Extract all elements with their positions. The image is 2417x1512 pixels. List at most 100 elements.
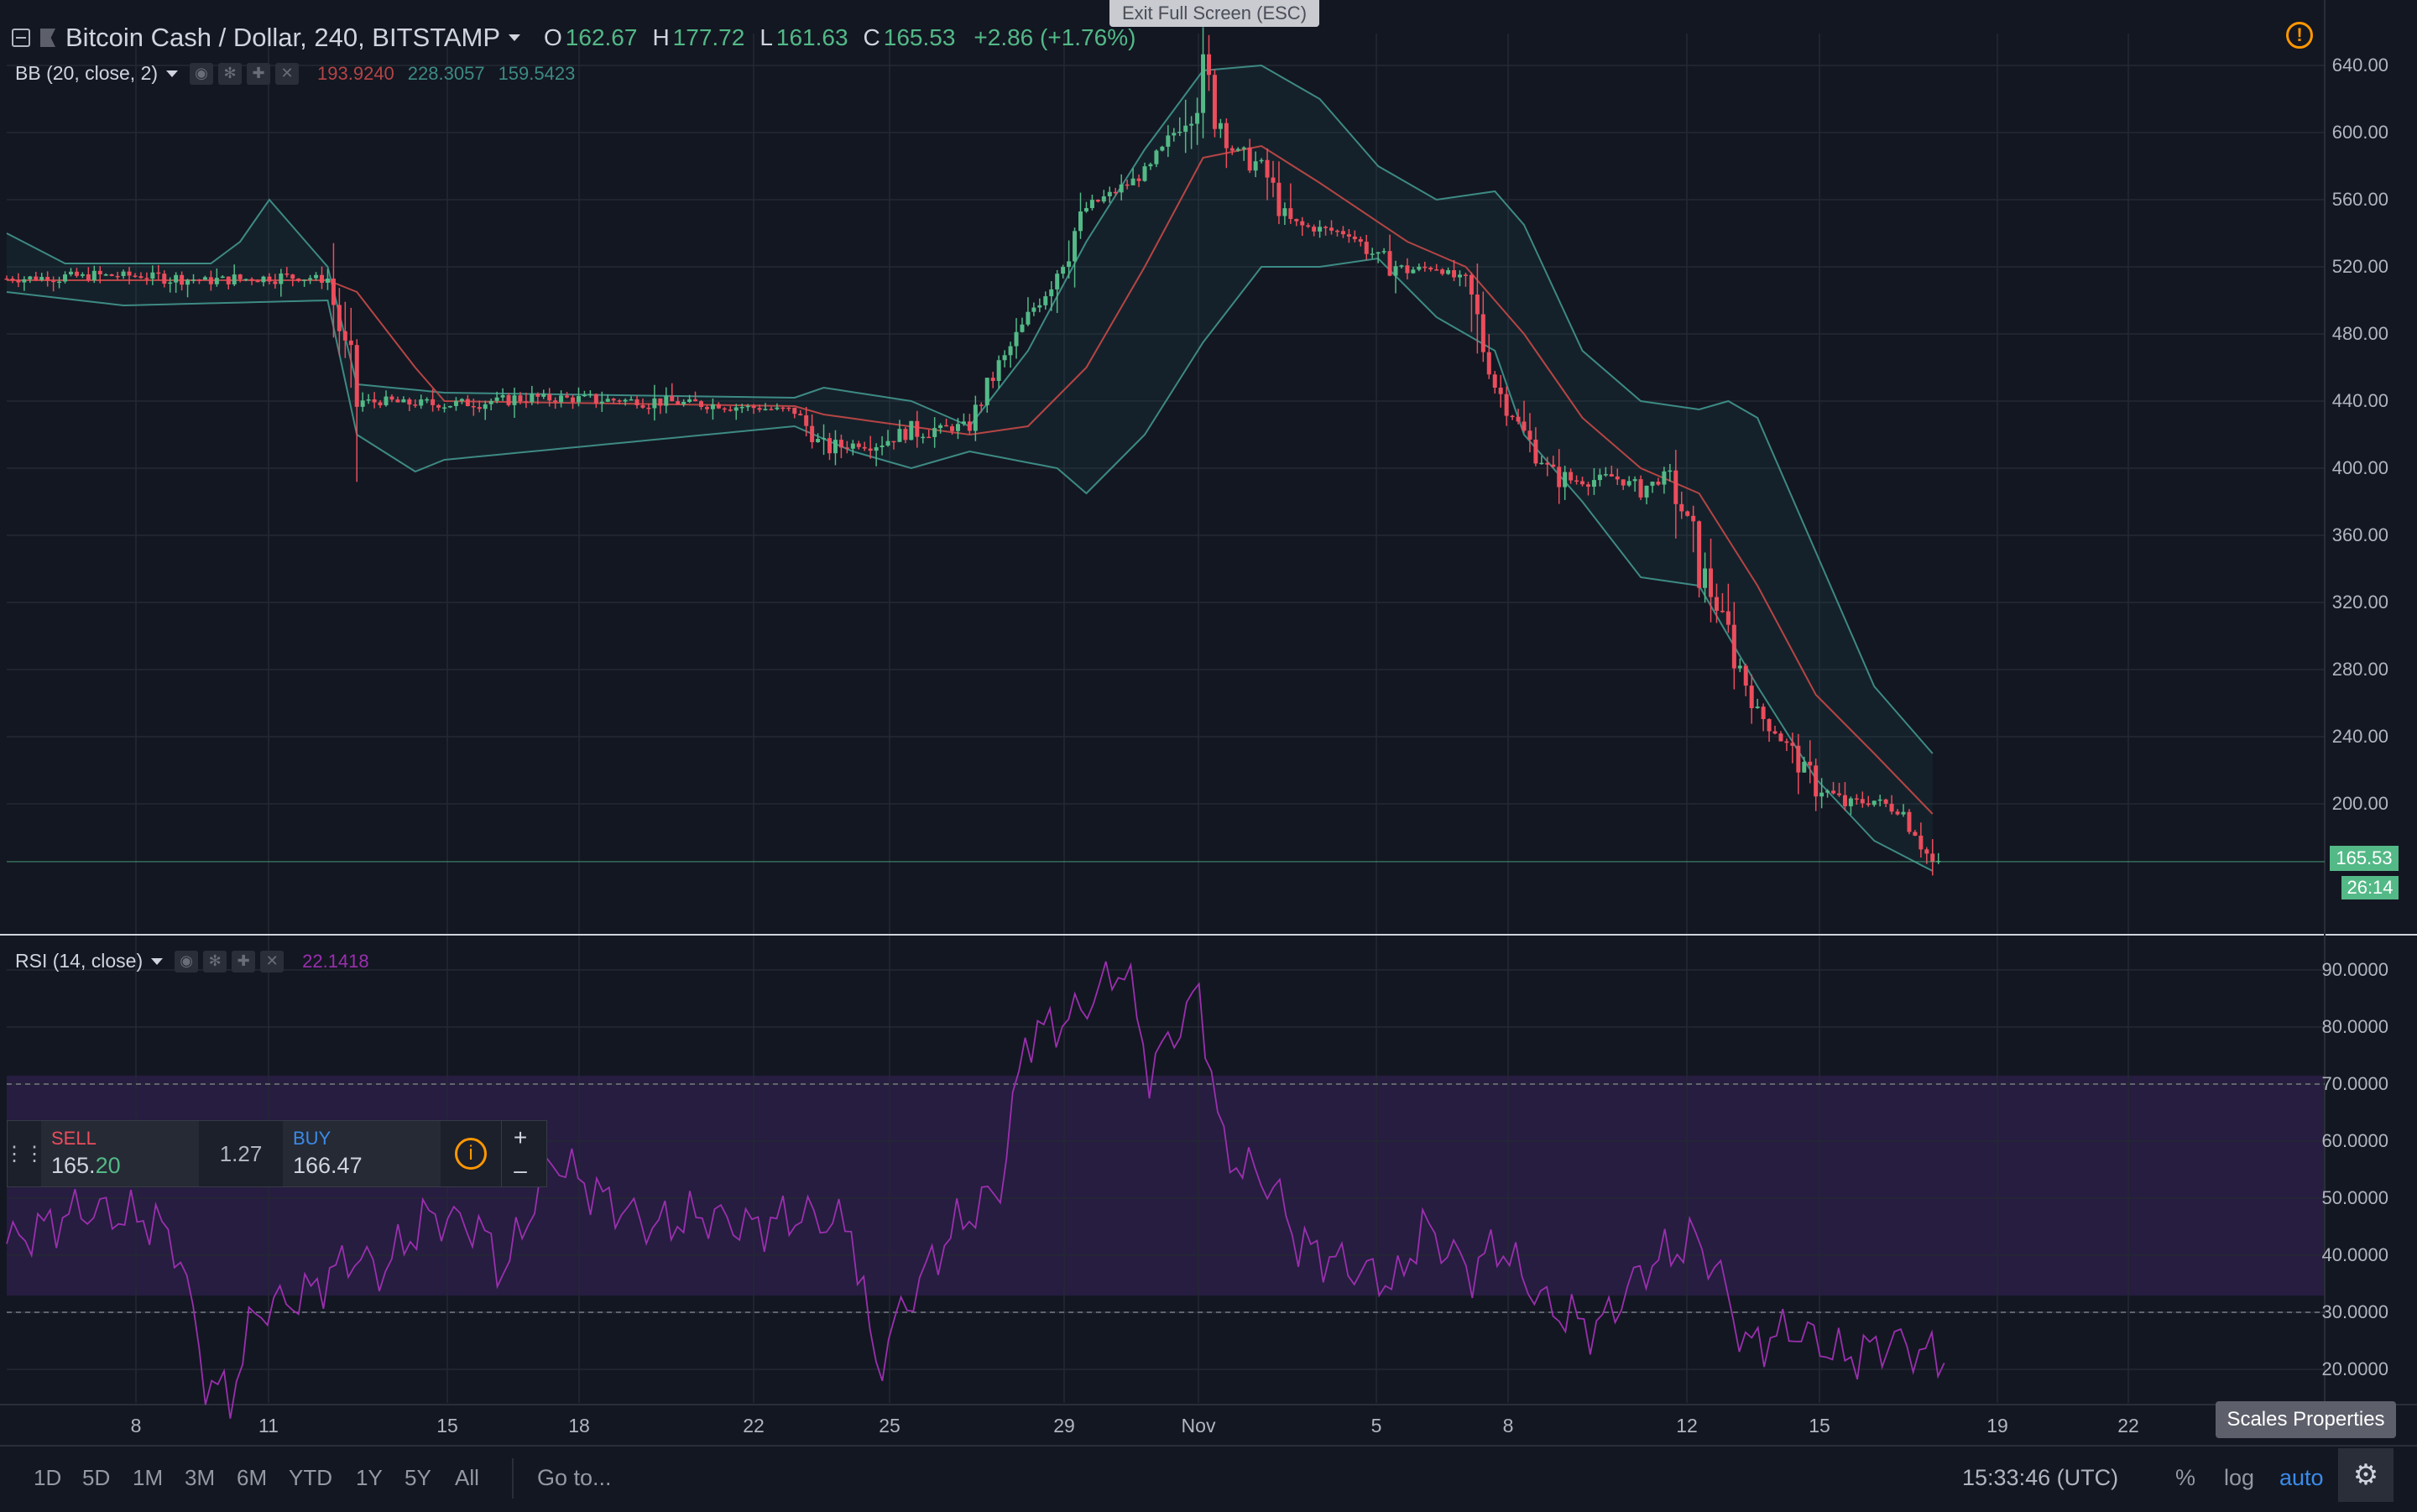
warning-icon[interactable]: !: [2286, 22, 2313, 49]
timeframe-6m[interactable]: 6M: [237, 1465, 268, 1490]
candle-body: [243, 279, 248, 281]
percent-toggle[interactable]: %: [2175, 1465, 2196, 1490]
candle-body: [1907, 811, 1912, 832]
candle-body: [1533, 439, 1538, 464]
candle-body: [1352, 236, 1357, 240]
candle-body: [413, 404, 418, 406]
timeframe-1m[interactable]: 1M: [133, 1465, 164, 1490]
goto-button[interactable]: Go to...: [537, 1465, 612, 1490]
candle-body: [1067, 261, 1072, 268]
info-button[interactable]: i: [441, 1121, 501, 1186]
candle-body: [676, 401, 681, 405]
candle-body: [1673, 470, 1678, 504]
symbol-title[interactable]: Bitcoin Cash / Dollar, 240, BITSTAMP: [65, 23, 501, 52]
candle-body: [407, 399, 412, 405]
exit-fullscreen-hint: Exit Full Screen (ESC): [1109, 0, 1319, 27]
candle-body: [1452, 269, 1457, 278]
timeframe-5y[interactable]: 5Y: [405, 1465, 431, 1490]
candle-body: [1644, 485, 1649, 498]
candle-body: [63, 274, 68, 282]
decrease-button[interactable]: –: [514, 1156, 527, 1183]
timeframe-5d[interactable]: 5D: [82, 1465, 111, 1490]
auto-toggle[interactable]: auto: [2279, 1465, 2324, 1490]
gear-icon[interactable]: ✻: [218, 62, 243, 85]
candle-body: [1819, 792, 1824, 797]
candle-body: [1516, 416, 1521, 422]
symbol-caret-icon[interactable]: [509, 34, 521, 41]
bb-label[interactable]: BB (20, close, 2): [15, 62, 159, 84]
ohlc-low-key: L: [760, 24, 773, 50]
candle-body: [1130, 178, 1135, 185]
candle-body: [1370, 253, 1375, 255]
sell-button[interactable]: SELL 165.20: [41, 1121, 199, 1186]
candle-body: [530, 394, 535, 403]
ohlc-low-value: 161.63: [775, 24, 848, 50]
utc-clock[interactable]: 15:33:46 (UTC): [1962, 1465, 2119, 1490]
candle-body: [1265, 159, 1270, 178]
candle-body: [1160, 146, 1165, 151]
candle-body: [39, 277, 44, 280]
gear-icon[interactable]: ✻: [203, 950, 227, 972]
candle-body: [1825, 790, 1830, 793]
candle-body: [973, 404, 978, 431]
candle-body: [285, 273, 290, 275]
candle-body: [442, 407, 447, 409]
time-tick-label: 19: [1986, 1415, 2008, 1436]
bb-caret-icon[interactable]: [166, 70, 179, 77]
rsi-tick-label: 30.0000: [2321, 1301, 2388, 1322]
price-tick-label: 280.00: [2331, 659, 2388, 680]
price-tick-label: 600.00: [2331, 122, 2388, 143]
rsi-label[interactable]: RSI (14, close): [15, 950, 144, 972]
candle-body: [979, 404, 984, 406]
drag-handle-icon[interactable]: ⋮⋮: [4, 1142, 44, 1165]
rsi-legend: RSI (14, close) ◉ ✻ ✚ ✕ 22.1418: [15, 950, 369, 972]
candle-body: [1842, 795, 1847, 806]
buy-button[interactable]: BUY 166.47: [283, 1121, 441, 1186]
timeframe-1d[interactable]: 1D: [34, 1465, 62, 1490]
candle-body: [1078, 211, 1083, 232]
plus-icon[interactable]: ✚: [232, 950, 256, 972]
candle-body: [1714, 597, 1719, 611]
candle-body: [1527, 430, 1532, 440]
timeframe-ytd[interactable]: YTD: [289, 1465, 332, 1490]
rsi-tick-label: 50.0000: [2321, 1187, 2388, 1208]
flag-icon[interactable]: [40, 29, 55, 47]
close-icon[interactable]: ✕: [260, 950, 285, 972]
candle-body: [1294, 218, 1299, 222]
eye-icon[interactable]: ◉: [175, 950, 199, 972]
candle-body: [180, 274, 185, 285]
candle-body: [1539, 462, 1544, 465]
rsi-tick-label: 80.0000: [2321, 1016, 2388, 1037]
candle-body: [1253, 161, 1258, 171]
rsi-caret-icon[interactable]: [151, 957, 164, 965]
candle-body: [384, 396, 389, 405]
candle-body: [518, 395, 523, 402]
close-icon[interactable]: ✕: [275, 62, 300, 85]
candle-body: [599, 401, 604, 404]
candle-body: [927, 436, 932, 439]
timeframe-3m[interactable]: 3M: [185, 1465, 216, 1490]
settings-gear-icon[interactable]: ⚙: [2338, 1448, 2394, 1502]
candle-body: [168, 282, 173, 284]
collapse-icon[interactable]: [12, 29, 30, 47]
candle-body: [716, 404, 721, 409]
candle-body: [97, 270, 102, 274]
candle-body: [1889, 803, 1894, 812]
candle-body: [1498, 388, 1503, 394]
candle-body: [664, 395, 669, 406]
candle-body: [308, 278, 313, 280]
candle-body: [1095, 200, 1100, 202]
time-tick-label: 15: [436, 1415, 458, 1436]
candle-body: [1854, 798, 1859, 800]
candle-body: [1259, 159, 1264, 162]
log-toggle[interactable]: log: [2224, 1465, 2255, 1490]
increase-button[interactable]: +: [513, 1124, 528, 1150]
plus-icon[interactable]: ✚: [247, 62, 271, 85]
candle-body: [833, 440, 838, 454]
eye-icon[interactable]: ◉: [190, 62, 214, 85]
timeframe-1y[interactable]: 1Y: [356, 1465, 383, 1490]
candle-body: [757, 408, 762, 410]
candle-body: [1685, 511, 1690, 516]
timeframe-all[interactable]: All: [455, 1465, 479, 1490]
